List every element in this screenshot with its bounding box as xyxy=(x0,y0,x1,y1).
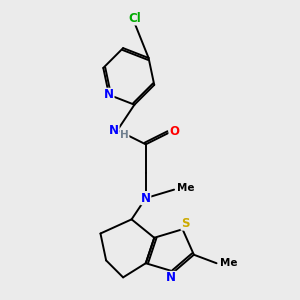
Text: Me: Me xyxy=(177,183,195,193)
Text: O: O xyxy=(169,125,179,138)
Text: N: N xyxy=(104,88,114,101)
Text: H: H xyxy=(120,130,129,140)
Text: N: N xyxy=(141,192,151,205)
Text: S: S xyxy=(181,217,190,230)
Text: N: N xyxy=(109,124,119,137)
Text: Me: Me xyxy=(220,258,237,268)
Text: Cl: Cl xyxy=(128,12,141,25)
Text: N: N xyxy=(166,272,176,284)
